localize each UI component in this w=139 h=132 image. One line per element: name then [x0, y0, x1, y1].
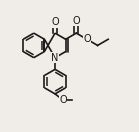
- Text: O: O: [51, 17, 59, 27]
- Text: N: N: [51, 53, 59, 63]
- Text: O: O: [73, 16, 80, 26]
- Text: O: O: [83, 34, 91, 44]
- Text: O: O: [59, 95, 67, 105]
